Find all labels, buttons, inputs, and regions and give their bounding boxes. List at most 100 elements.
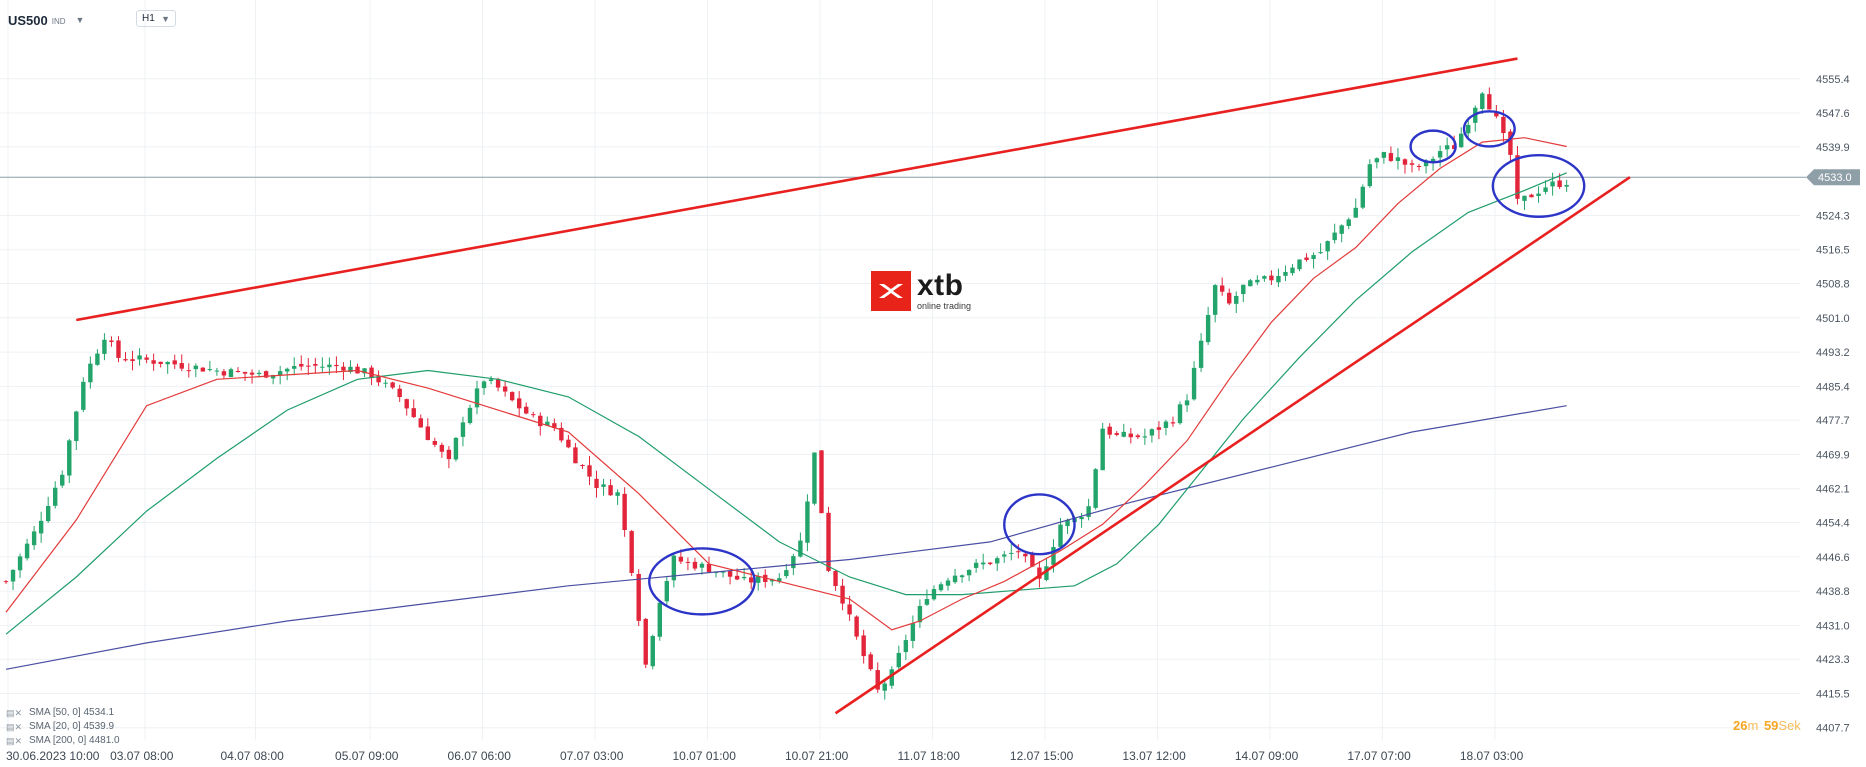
- x-tick-label: 11.07 18:00: [897, 749, 960, 763]
- candle-body: [481, 381, 487, 389]
- candle-body: [263, 371, 269, 378]
- candle-body: [1381, 152, 1387, 158]
- legend-row: ▤✕ SMA [20, 0] 4539.9: [6, 720, 120, 734]
- candle-body: [1170, 422, 1176, 424]
- candle-body: [945, 580, 951, 586]
- y-tick-label: 4462.1: [1816, 484, 1850, 496]
- candle-body: [1437, 151, 1443, 158]
- candle-body: [720, 571, 726, 573]
- y-axis: 4555.4 4547.6 4539.9 4524.3 4516.5 4508.8 4501…: [0, 74, 1850, 735]
- current-price-tag: [1806, 169, 1860, 186]
- candle-body: [545, 421, 550, 426]
- highlight-circle: [1409, 129, 1457, 164]
- candle-body: [306, 365, 311, 367]
- candle-body: [432, 441, 438, 445]
- candle-body: [875, 670, 880, 690]
- candle-body: [1065, 519, 1070, 527]
- candle-body: [453, 437, 459, 460]
- candle-body: [882, 683, 887, 691]
- current-price-label: 4533.0: [1818, 172, 1852, 184]
- highlight-circle: [648, 547, 756, 616]
- candle-body: [277, 371, 283, 376]
- candle-body: [896, 652, 902, 668]
- candle-body: [53, 487, 58, 506]
- x-tick-label: 04.07 08:00: [220, 749, 284, 763]
- candle-body: [256, 372, 262, 375]
- legend-text: SMA [50, 0] 4534.1: [29, 707, 115, 718]
- candle-body: [509, 392, 515, 401]
- countdown-minutes: 26: [1733, 718, 1748, 733]
- candle-body: [383, 382, 388, 384]
- y-tick-label: 4446.6: [1816, 552, 1850, 564]
- y-tick-label: 4547.6: [1816, 108, 1850, 120]
- candle-body: [664, 581, 670, 602]
- trendline: [834, 176, 1631, 715]
- candle-body: [1205, 314, 1211, 343]
- candle-body: [249, 372, 255, 375]
- candle-body: [60, 474, 65, 486]
- xtb-logo-mark: [871, 271, 911, 311]
- candle-body: [116, 340, 121, 358]
- candle-body: [706, 563, 712, 573]
- candle-body: [1156, 427, 1162, 430]
- candle-body: [1557, 180, 1562, 188]
- candle-body: [474, 388, 480, 408]
- indicator-controls-icon[interactable]: ▤✕: [6, 708, 23, 718]
- candle-body: [643, 618, 648, 665]
- timeframe-selector[interactable]: H1 ▼: [136, 10, 176, 27]
- y-tick-label: 4516.5: [1816, 245, 1850, 257]
- candle-body: [727, 571, 733, 577]
- countdown-seconds: 59: [1763, 718, 1779, 733]
- x-tick-label: 06.07 06:00: [448, 749, 512, 763]
- candle-body: [524, 406, 529, 414]
- indicator-controls-icon[interactable]: ▤✕: [6, 722, 23, 732]
- candle-body: [1318, 252, 1323, 254]
- candle-body: [770, 579, 775, 582]
- candle-body: [1030, 554, 1035, 567]
- candle-body: [74, 411, 79, 442]
- candle-body: [756, 576, 761, 583]
- candle-body: [671, 555, 677, 581]
- candle-body: [1536, 193, 1541, 197]
- highlight-circle: [1491, 154, 1586, 218]
- candles: [3, 87, 1569, 700]
- candle-body: [784, 570, 789, 577]
- candle-body: [214, 370, 220, 372]
- candle-body: [1466, 124, 1471, 134]
- candle-body: [1402, 159, 1408, 165]
- y-tick-label: 4555.4: [1816, 74, 1850, 86]
- candle-body: [826, 512, 831, 571]
- candle-countdown: 26m 59Sek: [1733, 718, 1803, 733]
- candle-body: [270, 375, 276, 379]
- candle-body: [650, 636, 655, 667]
- indicator-controls-icon[interactable]: ▤✕: [6, 736, 23, 746]
- candle-body: [1227, 292, 1232, 304]
- candle-body: [587, 465, 592, 477]
- candle-body: [1339, 225, 1344, 234]
- x-tick-label: 10.07 21:00: [785, 749, 849, 763]
- candle-body: [1501, 116, 1506, 134]
- candle-body: [1163, 421, 1169, 428]
- y-tick-label: 4454.4: [1816, 518, 1850, 530]
- chevron-down-icon: ▼: [161, 13, 170, 24]
- candle-body: [1051, 547, 1056, 565]
- candle-body: [805, 501, 810, 543]
- y-tick-label: 4469.9: [1816, 449, 1850, 461]
- x-tick-label: 05.07 09:00: [335, 749, 399, 763]
- candle-body: [17, 556, 23, 571]
- x-tick-label: 17.07 07:00: [1347, 749, 1411, 763]
- y-tick-label: 4539.9: [1816, 142, 1850, 154]
- symbol-selector[interactable]: US500 IND ▼: [8, 13, 84, 28]
- candle-body: [31, 531, 37, 546]
- trendline: [76, 57, 1518, 322]
- candle-body: [1198, 340, 1204, 368]
- candle-body: [734, 575, 740, 580]
- countdown-minutes-unit: m: [1747, 718, 1759, 733]
- candle-body: [1451, 145, 1457, 150]
- candle-body: [678, 556, 684, 562]
- candle-body: [868, 654, 873, 670]
- candle-body: [798, 540, 803, 557]
- y-tick-label: 4524.3: [1816, 210, 1850, 222]
- symbol-tag: IND: [51, 16, 66, 26]
